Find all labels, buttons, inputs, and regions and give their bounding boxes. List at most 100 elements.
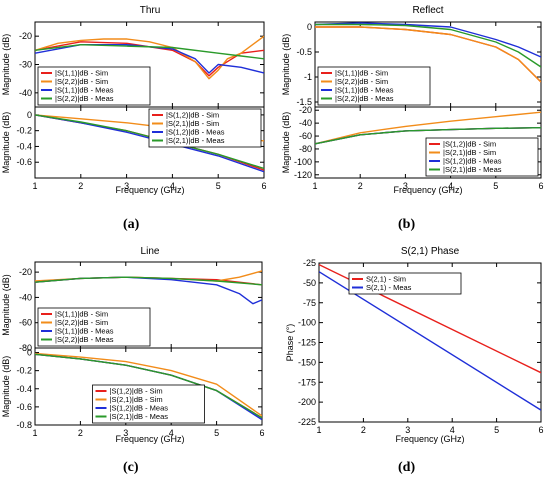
y-tick-label: -20 — [299, 105, 312, 115]
legend-box — [317, 66, 431, 106]
y-tick-label: -0.4 — [16, 141, 32, 151]
y-tick-label: -60 — [299, 131, 312, 141]
x-tick-label: 6 — [259, 428, 264, 438]
y-tick-label: -40 — [299, 118, 312, 128]
series-line — [315, 111, 541, 145]
x-tick-label: 3 — [405, 425, 410, 435]
legend-label: |S(1,2)|dB - Meas — [110, 404, 169, 413]
line-plot-0: -20 -40 -60 -80 Magnitude (dB) |S(1,1)|dB - S… — [1, 261, 263, 353]
y-tick-label: -0.8 — [16, 420, 32, 430]
y-axis-label: Magnitude (dB) — [281, 112, 291, 174]
x-tick-label: 4 — [448, 181, 453, 191]
legend-label: |S(1,1)|dB - Sim — [335, 69, 388, 78]
y-tick-label: -20 — [19, 31, 32, 41]
x-tick-label: 2 — [78, 428, 83, 438]
y-tick-label: 0 — [307, 22, 312, 32]
thru-chart: Thru Frequency (GHz) -20 -30 -40 Magnitude (d… — [1, 5, 267, 195]
line-plot-1: 0 -0.2 -0.4 -0.6 -0.81 2 3 4 5 6 Magnitude (dB) |S(… — [1, 347, 265, 438]
y-axis-label: Phase (°) — [285, 324, 295, 362]
x-tick-label: 6 — [538, 425, 543, 435]
y-tick-label: -100 — [294, 157, 312, 167]
series-line — [35, 276, 262, 286]
legend-label: |S(2,1)|dB - Sim — [166, 119, 219, 128]
y-tick-label: -0.5 — [296, 47, 312, 57]
legend-label: |S(2,2)|dB - Meas — [335, 94, 394, 103]
y-tick-label: -150 — [298, 357, 316, 367]
chart-title: Thru — [140, 5, 161, 16]
y-axis-label: Magnitude (dB) — [1, 34, 11, 96]
y-axis-label: Magnitude (dB) — [1, 274, 11, 336]
x-tick-label: 3 — [403, 181, 408, 191]
y-axis-label: Magnitude (dB) — [1, 112, 11, 174]
thru-plot-1: 0 -0.2 -0.4 -0.6 1 2 3 4 5 6 Magnitude (dB) |S(1,2)… — [1, 106, 267, 191]
plot-frame — [34, 106, 265, 179]
plot-frame — [314, 106, 542, 179]
legend-label: |S(2,2)|dB - Meas — [55, 335, 114, 344]
y-tick-label: -0.4 — [16, 384, 32, 394]
reflect-plot-0: 0 -0.5 -1 -1.5 Magnitude (dB) |S(1,1)|dB - Si… — [281, 21, 542, 108]
legend: |S(1,1)|dB - Sim|S(2,2)|dB - Sim|S(1,1)|… — [37, 307, 151, 347]
y-tick-label: -225 — [298, 417, 316, 427]
reflect-chart: Reflect Frequency (GHz) 0 -0.5 -1 -1.5 Magnitu… — [281, 5, 544, 195]
y-tick-label: -0.6 — [16, 157, 32, 167]
y-tick-label: -200 — [298, 397, 316, 407]
y-tick-label: -40 — [19, 88, 32, 98]
y-tick-label: -0.2 — [16, 366, 32, 376]
x-tick-label: 4 — [169, 428, 174, 438]
x-tick-label: 5 — [214, 428, 219, 438]
y-tick-label: -40 — [19, 292, 32, 302]
legend-label: |S(1,1)|dB - Meas — [335, 86, 394, 95]
legend: |S(1,2)|dB - Sim|S(2,1)|dB - Sim|S(1,2)|… — [148, 108, 262, 148]
legend-label: S(2,1) - Sim — [366, 275, 406, 284]
legend-label: |S(2,1)|dB - Sim — [110, 395, 163, 404]
x-tick-label: 1 — [32, 428, 37, 438]
legend: |S(1,1)|dB - Sim|S(2,2)|dB - Sim|S(1,1)|… — [37, 66, 151, 106]
x-tick-label: 2 — [78, 181, 83, 191]
series-line — [35, 44, 264, 60]
y-tick-label: -125 — [298, 338, 316, 348]
x-tick-label: 3 — [124, 181, 129, 191]
legend-label: |S(2,2)|dB - Meas — [55, 94, 114, 103]
legend-box — [37, 66, 151, 106]
caption-d: (d) — [398, 460, 416, 475]
legend-label: |S(1,1)|dB - Meas — [55, 327, 114, 336]
x-axis-label: Frequency (GHz) — [393, 185, 462, 195]
series-line — [315, 26, 541, 83]
y-tick-label: -50 — [303, 278, 316, 288]
y-tick-label: -175 — [298, 377, 316, 387]
series-line — [319, 271, 541, 411]
x-tick-label: 4 — [450, 425, 455, 435]
legend-label: |S(2,1)|dB - Meas — [166, 136, 225, 145]
x-tick-label: 2 — [361, 425, 366, 435]
legend-label: |S(2,1)|dB - Meas — [110, 412, 169, 421]
y-tick-label: -100 — [298, 318, 316, 328]
y-tick-label: -120 — [294, 170, 312, 180]
legend-label: |S(1,2)|dB - Meas — [443, 157, 502, 166]
y-tick-label: 0 — [27, 348, 32, 358]
plot-frame — [34, 347, 263, 426]
legend-box — [148, 108, 262, 148]
x-tick-label: 5 — [216, 181, 221, 191]
legend-box — [425, 137, 539, 177]
y-tick-label: -30 — [19, 60, 32, 70]
series-line — [35, 352, 262, 417]
x-tick-label: 1 — [316, 425, 321, 435]
legend-label: |S(1,2)|dB - Sim — [166, 111, 219, 120]
series-line — [315, 22, 541, 58]
y-tick-label: -20 — [19, 267, 32, 277]
series-group — [35, 352, 262, 421]
y-tick-label: -0.6 — [16, 402, 32, 412]
caption-b: (b) — [398, 217, 416, 232]
legend-label: |S(1,2)|dB - Sim — [110, 387, 163, 396]
series-group — [35, 270, 262, 305]
legend-label: |S(1,1)|dB - Sim — [55, 69, 108, 78]
chart-title: S(2,1) Phase — [401, 246, 460, 257]
chart-title: Line — [141, 246, 160, 257]
series-line — [35, 353, 262, 419]
legend-label: |S(2,2)|dB - Sim — [335, 77, 388, 86]
